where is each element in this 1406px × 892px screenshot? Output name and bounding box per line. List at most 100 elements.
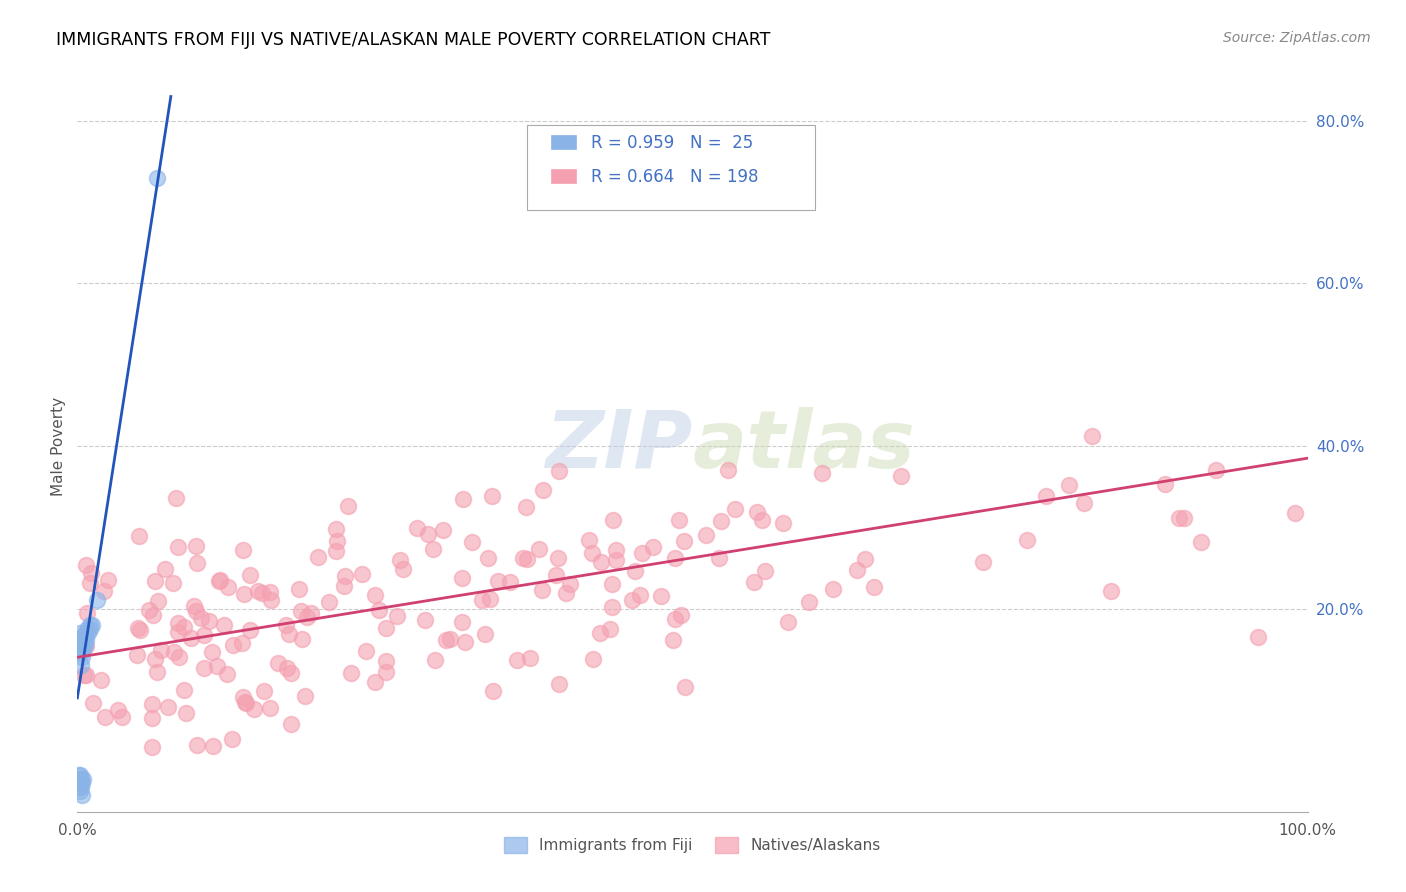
Point xyxy=(363,675,385,690)
Point xyxy=(375,622,398,636)
Point xyxy=(290,604,312,618)
Point xyxy=(186,556,208,570)
Point xyxy=(1189,535,1212,549)
Point xyxy=(515,500,537,514)
Point xyxy=(439,632,461,646)
Point xyxy=(127,621,149,635)
Point xyxy=(75,668,97,682)
Point xyxy=(643,541,665,555)
Point xyxy=(155,562,177,576)
Point xyxy=(157,700,180,714)
Point xyxy=(1168,510,1191,524)
Point xyxy=(72,634,94,648)
Point xyxy=(250,586,273,600)
Point xyxy=(434,633,457,648)
Point xyxy=(853,551,876,566)
Point xyxy=(276,661,298,675)
Point xyxy=(582,652,605,666)
Point xyxy=(512,551,534,566)
Point xyxy=(107,703,129,717)
Point xyxy=(290,632,312,646)
Point xyxy=(388,552,411,566)
Point xyxy=(558,577,581,591)
Point xyxy=(863,580,886,594)
Point xyxy=(73,630,96,644)
Point xyxy=(631,546,654,560)
Point xyxy=(127,648,149,662)
Point xyxy=(479,591,502,606)
Point xyxy=(260,592,283,607)
Point xyxy=(79,575,101,590)
Y-axis label: Male Poverty: Male Poverty xyxy=(51,396,66,496)
Point xyxy=(333,569,356,583)
Point xyxy=(128,623,150,637)
Point xyxy=(972,555,994,569)
Point xyxy=(186,604,208,618)
Point xyxy=(69,626,91,640)
Point xyxy=(662,632,685,647)
Point xyxy=(1057,477,1080,491)
Point xyxy=(76,607,98,621)
Point xyxy=(72,630,94,644)
Point xyxy=(70,776,93,790)
Point xyxy=(145,652,167,666)
Point xyxy=(751,513,773,527)
Point xyxy=(232,587,254,601)
Point xyxy=(80,566,103,580)
Point xyxy=(547,464,569,478)
Point xyxy=(110,710,132,724)
Text: atlas: atlas xyxy=(693,407,915,485)
Point xyxy=(280,717,302,731)
Point xyxy=(73,667,96,681)
Point xyxy=(70,789,93,803)
Point xyxy=(519,651,541,665)
Point xyxy=(823,582,845,596)
Point xyxy=(70,634,93,648)
Point xyxy=(82,697,104,711)
Point xyxy=(890,469,912,483)
Point xyxy=(70,658,93,673)
Point xyxy=(259,701,281,715)
Point xyxy=(295,609,318,624)
Point xyxy=(70,646,93,660)
Point xyxy=(707,551,730,566)
Point xyxy=(375,654,398,668)
Point xyxy=(368,602,391,616)
Point xyxy=(664,612,686,626)
Point xyxy=(217,580,239,594)
Point xyxy=(451,571,474,585)
Point xyxy=(546,568,568,582)
Point xyxy=(307,550,329,565)
Text: IMMIGRANTS FROM FIJI VS NATIVE/ALASKAN MALE POVERTY CORRELATION CHART: IMMIGRANTS FROM FIJI VS NATIVE/ALASKAN M… xyxy=(56,31,770,49)
Point xyxy=(208,574,231,589)
Point xyxy=(93,710,115,724)
Point xyxy=(599,623,621,637)
Point xyxy=(422,542,444,557)
Point xyxy=(69,634,91,648)
Point xyxy=(294,689,316,703)
Point xyxy=(70,650,93,665)
Point xyxy=(578,533,600,547)
Point xyxy=(214,618,236,632)
Point xyxy=(600,599,623,614)
Point xyxy=(375,665,398,680)
Point xyxy=(671,607,693,622)
Point xyxy=(325,544,347,558)
Point xyxy=(846,563,869,577)
Point xyxy=(193,627,215,641)
Point xyxy=(605,553,627,567)
Point xyxy=(209,574,232,588)
Point xyxy=(548,677,571,691)
Point xyxy=(145,665,167,680)
Point xyxy=(499,574,522,589)
Point xyxy=(239,624,262,638)
Point xyxy=(280,665,302,680)
Point xyxy=(79,617,101,632)
Point xyxy=(150,643,173,657)
Point xyxy=(198,614,221,628)
Point xyxy=(142,607,165,622)
Point xyxy=(75,639,97,653)
Point xyxy=(387,608,409,623)
Point xyxy=(173,620,195,634)
Point xyxy=(73,638,96,652)
